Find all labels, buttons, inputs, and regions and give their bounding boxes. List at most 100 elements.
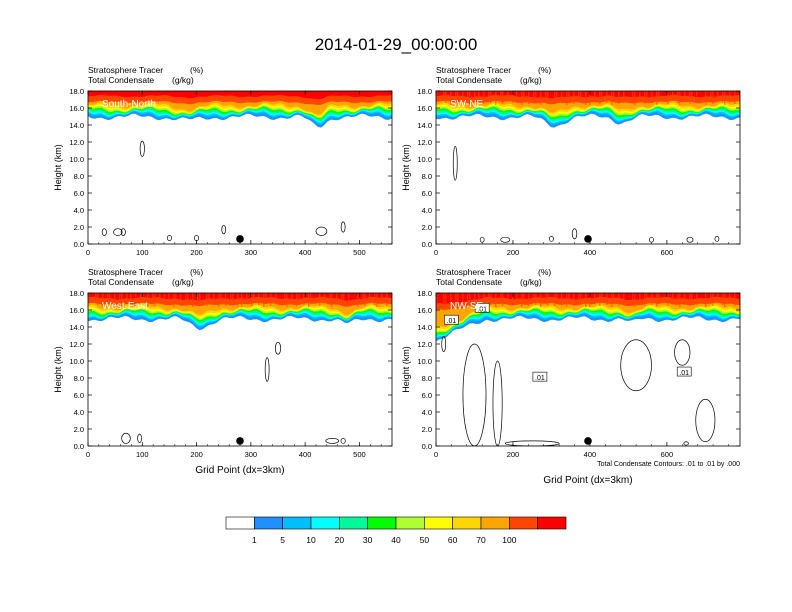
tracer-streak — [578, 91, 580, 101]
tracer-streak — [580, 91, 582, 103]
tracer-streak — [445, 293, 447, 305]
colorbar-label: 60 — [448, 535, 458, 545]
tracer-streak — [618, 293, 620, 306]
tracer-streak — [220, 293, 222, 304]
y-tick-label: 4.0 — [422, 206, 432, 215]
condensate-contour — [674, 339, 691, 366]
tracer-streak — [667, 293, 669, 306]
condensate-contours — [441, 336, 716, 446]
tracer-streak — [109, 293, 111, 306]
tracer-streak — [381, 293, 383, 304]
tracer-streak — [561, 293, 563, 305]
tracer-streak — [168, 293, 170, 305]
y-tick-label: 16.0 — [417, 306, 432, 315]
tracer-streak — [634, 91, 636, 105]
condensate-contour — [113, 228, 123, 236]
tracer-streak — [554, 293, 556, 306]
tracer-streak — [443, 293, 445, 303]
tracer-streak — [329, 293, 331, 305]
location-marker — [236, 235, 244, 243]
tracer-streak — [689, 91, 691, 104]
panel-label: South-North — [102, 99, 156, 110]
tracer-streak — [691, 91, 693, 101]
tracer-streak — [724, 293, 726, 307]
condensate-contour — [500, 236, 511, 243]
tracer-streak — [376, 293, 378, 307]
colorbar-label: 10 — [306, 535, 316, 545]
x-tick-label: 0 — [86, 248, 90, 257]
y-tick-label: 0.0 — [74, 240, 84, 249]
tracer-streak — [102, 293, 104, 307]
x-axis-label: Grid Point (dx=3km) — [195, 465, 284, 476]
tracer-streak — [507, 91, 509, 101]
tracer-streak — [436, 91, 438, 101]
condensate-contour — [695, 398, 716, 443]
tracer-field — [436, 293, 740, 342]
tracer-streak — [632, 293, 634, 305]
tracer-streak — [500, 91, 502, 102]
plot-frame — [435, 90, 741, 245]
panel-sw-ne: SW-NE 0.0 2.0 4.0 6.0 8.0 10.0 12.0 14.0 16.0 18.0… — [401, 65, 741, 257]
tracer-streak — [585, 293, 587, 307]
y-tick-label: 14.0 — [69, 323, 84, 332]
tracer-streak — [341, 293, 343, 306]
tracer-streak — [343, 293, 345, 303]
colorbar-label: 5 — [280, 535, 285, 545]
condensate-contour — [101, 228, 107, 236]
tracer-streak — [618, 91, 620, 104]
condensate-contour — [264, 357, 270, 382]
x-tick-label: 200 — [507, 248, 520, 257]
subtitle-left-2: Total Condensate — [88, 75, 154, 85]
tracer-streak — [185, 293, 187, 303]
contour-label: .01 — [477, 306, 487, 313]
tracer-streak — [512, 91, 514, 103]
colorbar: 1 5 10 20 30 40 50 60 70 100 — [225, 516, 567, 545]
tracer-streak — [495, 91, 497, 105]
tracer-streak — [275, 293, 277, 303]
tracer-streak — [246, 293, 248, 304]
tracer-streak — [374, 293, 376, 305]
tracer-streak — [677, 293, 679, 305]
y-tick-label: 10.0 — [417, 357, 432, 366]
panel-south-north: South-North 0.0 2.0 4.0 6.0 8.0 10.0 12.0 14.0 16… — [53, 65, 393, 257]
y-tick-label: 12.0 — [69, 138, 84, 147]
tracer-streak — [523, 293, 525, 304]
condensate-contours — [452, 145, 720, 243]
y-tick-label: 8.0 — [74, 374, 84, 383]
tracer-streak — [658, 293, 660, 304]
x-tick-label: 100 — [136, 450, 149, 459]
colorbar-label: 70 — [476, 535, 486, 545]
panel-nw-se: .01.01.01.01NW-SE0.02.04.06.08.010.012.0… — [401, 267, 741, 486]
condensate-contour — [340, 221, 346, 233]
tracer-streak — [488, 293, 490, 303]
tracer-streak — [545, 293, 547, 304]
condensate-contour — [166, 235, 172, 241]
tracer-streak — [232, 293, 234, 305]
condensate-contour — [686, 236, 694, 243]
y-axis-label: Height (km) — [53, 144, 63, 191]
tracer-streak — [152, 293, 154, 304]
tracer-streak — [121, 293, 123, 307]
y-tick-label: 2.0 — [74, 223, 84, 232]
tracer-streak — [722, 293, 724, 305]
x-axis-label: Grid Point (dx=3km) — [543, 475, 632, 486]
tracer-streak — [225, 293, 227, 306]
location-marker — [584, 437, 592, 445]
tracer-streak — [490, 91, 492, 103]
tracer-streak — [677, 91, 679, 103]
tracer-streak — [483, 91, 485, 104]
y-tick-label: 6.0 — [74, 189, 84, 198]
tracer-streak — [545, 91, 547, 102]
subtitle-right-2: (g/kg) — [172, 277, 194, 287]
tracer-streak — [710, 91, 712, 102]
colorbar-box — [339, 516, 368, 530]
condensate-contour — [683, 441, 689, 446]
tracer-streak — [270, 293, 272, 306]
tracer-streak — [547, 293, 549, 306]
y-tick-label: 18.0 — [417, 87, 432, 96]
condensate-contour — [620, 339, 652, 392]
tracer-streak — [540, 293, 542, 307]
colorbar-box — [537, 516, 567, 530]
tracer-streak — [197, 293, 199, 304]
